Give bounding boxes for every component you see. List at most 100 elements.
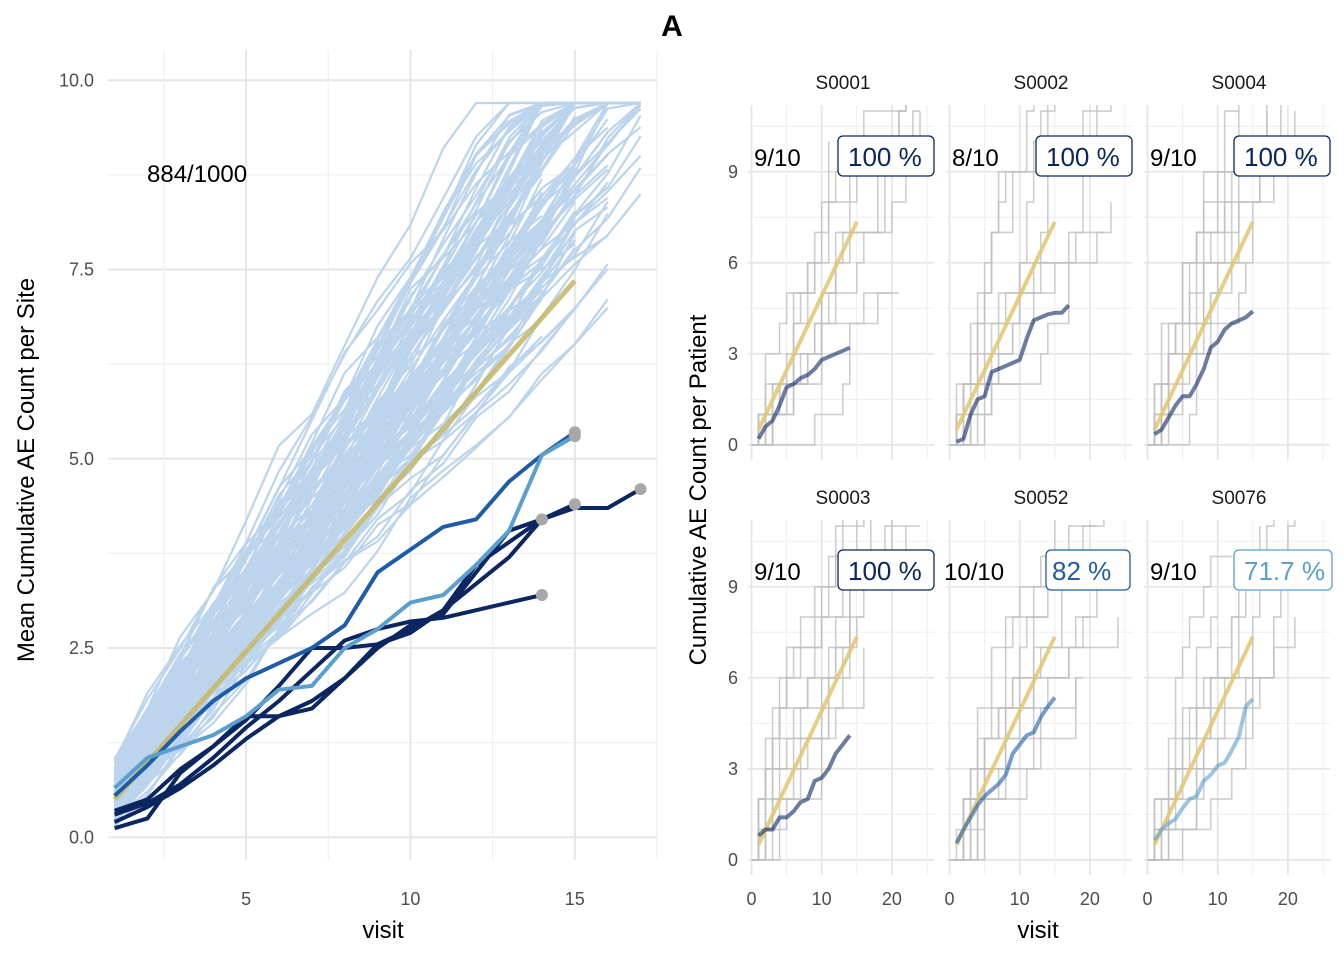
background-site-line (113, 101, 641, 779)
facet-site-line (756, 345, 851, 440)
facet-percent-label: 100 % (1244, 142, 1318, 172)
patient-line (949, 616, 1090, 861)
facet-x-tick-label: 0 (747, 889, 757, 909)
y-tick-label: 10.0 (59, 70, 94, 90)
facet-percent-box (837, 549, 935, 591)
facet-x-tick-label: 20 (1278, 889, 1298, 909)
facet-x-tick-label: 0 (945, 889, 955, 909)
facet-x-tick-label: 20 (1080, 889, 1100, 909)
patient-line (751, 520, 865, 861)
facet-S0076: S0076 0 10 20 9/10 71.7 % (1143, 488, 1333, 909)
facet-x-tick-label: 10 (1010, 889, 1030, 909)
patient-line (1147, 201, 1232, 446)
facet-site-line (1153, 309, 1255, 436)
facet-reference-line (1152, 220, 1255, 431)
patient-line (751, 520, 872, 861)
facets: S0001 0 3 6 9 9/10 100 % S0002 8/10 100 % S0004 9/1… (728, 73, 1333, 909)
facet-fraction-label: 9/10 (754, 559, 801, 586)
facet-reference-line (1152, 635, 1255, 846)
facet-strip-label: S0003 (816, 488, 871, 509)
background-site-line (113, 214, 543, 780)
facet-percent-box (1233, 549, 1333, 591)
facet-y-tick-label: 0 (728, 435, 738, 455)
y-tick-label: 5.0 (69, 449, 94, 469)
facet-y-tick-label: 9 (728, 577, 738, 597)
facet-percent-label: 100 % (1046, 142, 1120, 172)
patient-line (949, 520, 1056, 861)
facet-strip-label: S0002 (1014, 73, 1069, 94)
background-site-line (113, 181, 609, 786)
y-tick-label: 7.5 (69, 260, 94, 280)
site-line-S0052 (113, 430, 576, 798)
left-ylabel: Mean Cumulative AE Count per Site (13, 278, 40, 662)
background-site-line (113, 101, 641, 802)
facet-patient-lines (949, 520, 1119, 861)
facet-percent-label: 100 % (848, 556, 922, 586)
facet-fraction-label: 9/10 (754, 145, 801, 172)
site-endpoint-S0002 (634, 483, 647, 496)
figure-title: A (661, 10, 683, 43)
facet-y-tick-label: 0 (728, 850, 738, 870)
x-tick-label: 5 (241, 889, 251, 909)
left-site-lines (112, 279, 647, 831)
background-site-line (113, 193, 642, 818)
facet-site-line (954, 696, 1057, 845)
facet-strip-label: S0001 (816, 73, 871, 94)
facet-strip-label: S0004 (1212, 73, 1267, 94)
facet-percent-label: 100 % (848, 142, 922, 172)
facet-fraction-label: 9/10 (1150, 145, 1197, 172)
facet-percent-label: 71.7 % (1244, 556, 1325, 586)
y-tick-label: 0.0 (69, 827, 94, 847)
left-xlabel: visit (362, 917, 404, 944)
patient-line (949, 231, 1104, 446)
facet-strip-label: S0076 (1212, 488, 1267, 509)
facet-percent-box (837, 135, 935, 177)
background-site-line (113, 101, 608, 760)
site-line-S0001 (113, 593, 543, 817)
background-site-line (114, 298, 609, 789)
facet-x-tick-label: 20 (882, 889, 902, 909)
patient-line (751, 520, 893, 861)
x-tick-label: 15 (565, 889, 585, 909)
facet-fraction-label: 8/10 (952, 145, 999, 172)
facet-percent-box (1233, 135, 1331, 177)
facet-site-line (955, 303, 1071, 444)
background-site-line (113, 101, 608, 760)
facet-site-line (757, 734, 852, 838)
facet-y-tick-label: 6 (728, 668, 738, 688)
facet-site-line (1152, 697, 1255, 842)
site-endpoint-S0076 (568, 430, 581, 443)
site-endpoint-S0003 (535, 513, 548, 526)
facet-x-tick-label: 0 (1143, 889, 1153, 909)
background-site-line (113, 289, 543, 794)
y-tick-label: 2.5 (69, 638, 94, 658)
facet-reference-line (954, 220, 1057, 431)
facet-y-tick-label: 6 (728, 253, 738, 273)
background-site-line (113, 260, 543, 772)
facet-S0001: S0001 0 3 6 9 9/10 100 % (728, 73, 935, 460)
facet-S0003: S0003 0 3 6 9 0 10 20 9/10 100 % (728, 488, 935, 909)
right-panel: S0001 0 3 6 9 9/10 100 % S0002 8/10 100 % S0004 9/1… (685, 73, 1333, 944)
left-panel: 0.0 2.5 5.0 7.5 10.0 5 10 15 884/1000 visit Mea… (13, 50, 658, 944)
patient-line (1147, 105, 1268, 446)
facet-S0052: S0052 0 10 20 10/10 82 % (944, 488, 1132, 909)
facet-y-tick-label: 9 (728, 162, 738, 182)
facet-fraction-label: 10/10 (944, 559, 1004, 586)
patient-line (751, 292, 899, 446)
background-site-line (113, 101, 608, 770)
right-xlabel: visit (1017, 917, 1059, 944)
site-endpoint-S0001 (535, 589, 548, 602)
facet-x-tick-label: 10 (812, 889, 832, 909)
right-ylabel: Cumulative AE Count per Patient (685, 314, 712, 665)
facet-S0004: S0004 9/10 100 % (1144, 73, 1331, 460)
left-tick-labels: 0.0 2.5 5.0 7.5 10.0 5 10 15 (59, 70, 585, 909)
patient-line (1147, 105, 1240, 446)
facet-patient-lines (1147, 520, 1296, 861)
facet-fraction-label: 9/10 (1150, 559, 1197, 586)
facet-y-tick-label: 3 (728, 344, 738, 364)
background-site-line (113, 101, 542, 772)
facet-percent-label: 82 % (1052, 556, 1111, 586)
facet-x-tick-label: 10 (1208, 889, 1228, 909)
facet-strip-label: S0052 (1014, 488, 1069, 509)
